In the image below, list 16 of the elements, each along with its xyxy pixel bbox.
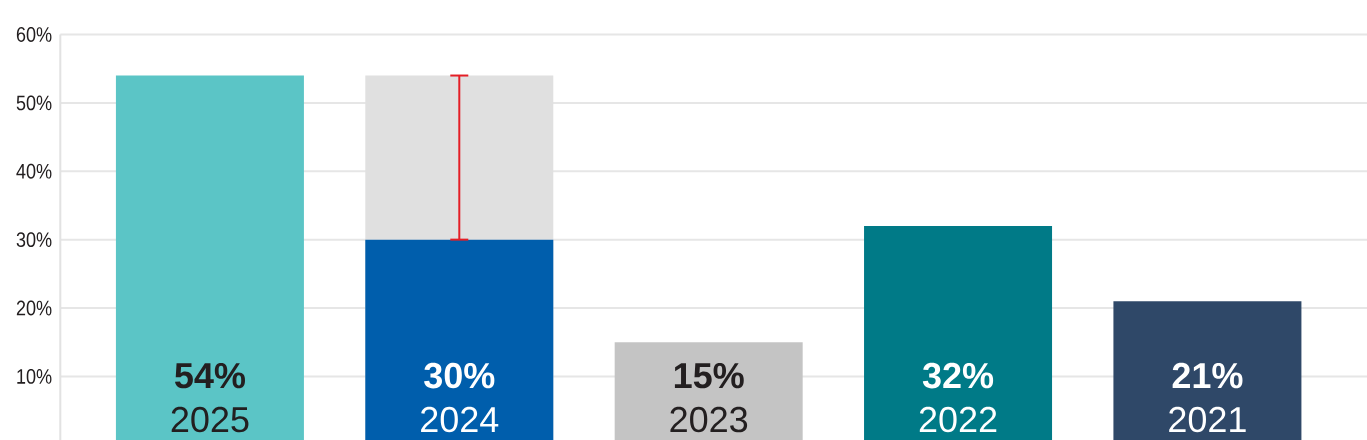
y-tick-label: 60% — [16, 27, 52, 42]
y-tick-label: 50% — [16, 95, 52, 111]
x-tick-label: 2022 — [919, 406, 997, 433]
x-tick-label: 2024 — [421, 406, 499, 433]
y-tick-label: 10% — [17, 368, 52, 384]
x-tick-label: 2021 — [1169, 406, 1246, 433]
y-tick-label: 20% — [16, 300, 52, 316]
data-label: 30% — [424, 362, 495, 389]
data-label: 54% — [175, 362, 245, 389]
data-label: 21% — [1172, 362, 1243, 389]
x-tick-label: 2025 — [171, 406, 249, 433]
x-tick-label: 2023 — [670, 406, 748, 433]
data-label: 15% — [674, 362, 744, 389]
y-tick-label: 30% — [16, 232, 52, 248]
y-tick-label: 40% — [16, 163, 52, 179]
data-label: 32% — [922, 362, 994, 389]
